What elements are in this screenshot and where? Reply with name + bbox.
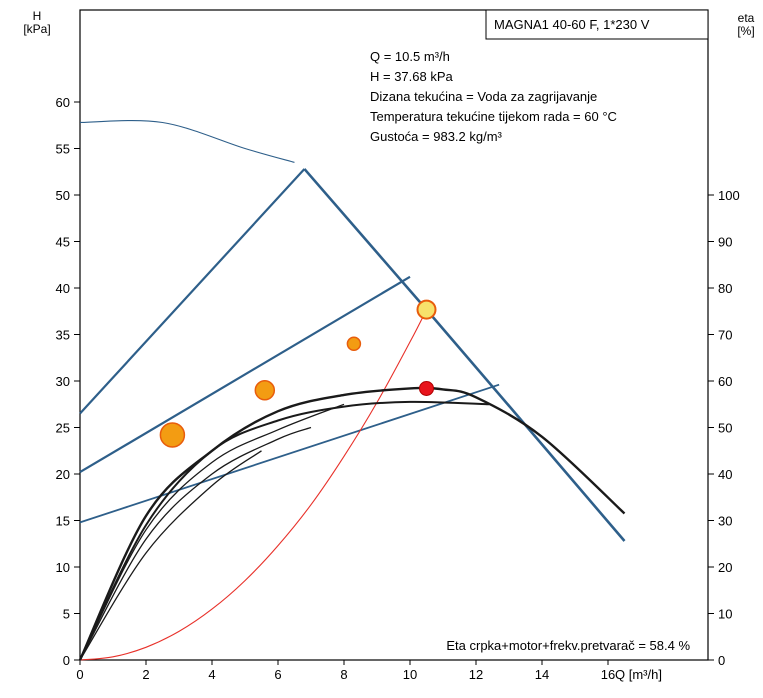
max-curve-line [79,120,295,163]
x-tick-label: 6 [274,667,281,682]
y-right-tick-label: 30 [718,514,732,529]
x-tick-label: 0 [76,667,83,682]
x-tick-label: 2 [142,667,149,682]
info-line: Gustoća = 983.2 kg/m³ [370,129,503,144]
y-right-tick-label: 20 [718,560,732,575]
operating-point-marker [346,336,362,352]
y-right-tick-label: 80 [718,281,732,296]
x-axis-label: Q [m³/h] [615,667,662,682]
y-left-tick-label: 20 [56,467,70,482]
y-left-tick-label: 50 [56,188,70,203]
series-group [78,120,626,661]
efficiency-point-marker [419,380,434,396]
eta-curve-line [79,426,312,661]
x-tick-label: 12 [469,667,483,682]
x-tick-label: 16 [601,667,615,682]
y-left-tick-label: 15 [56,514,70,529]
y-left-tick-label: 0 [63,653,70,668]
y-left-tick-label: 25 [56,421,70,436]
y-right-tick-label: 40 [718,467,732,482]
y-right-tick-label: 70 [718,328,732,343]
y-left-unit-line2: [kPa] [23,22,50,36]
y-left-tick-label: 5 [63,607,70,622]
max-limit-line [303,168,626,542]
y-left-tick-label: 30 [56,374,70,389]
proportional-pressure-max-line [79,168,306,415]
x-tick-label: 4 [208,667,215,682]
y-right-tick-label: 60 [718,374,732,389]
y-left-tick-label: 45 [56,235,70,250]
y-left-tick-label: 10 [56,560,70,575]
y-right-tick-label: 50 [718,421,732,436]
info-line: Dizana tekućina = Voda za zagrijavanje [370,89,597,104]
y-right-tick-label: 90 [718,235,732,250]
y-left-tick-label: 55 [56,142,70,157]
x-tick-label: 10 [403,667,417,682]
y-right-tick-label: 100 [718,188,740,203]
title-box [485,9,709,40]
eta-curve-line [79,400,490,661]
proportional-pressure-mid-line [79,275,411,474]
info-line: Temperatura tekućine tijekom rada = 60 °… [370,109,617,124]
y-left-tick-label: 35 [56,328,70,343]
markers-group [159,299,437,448]
info-line: Q = 10.5 m³/h [370,49,450,64]
x-tick-label: 8 [340,667,347,682]
plot-frame [79,9,709,661]
y-left-tick-label: 60 [56,95,70,110]
proportional-pressure-low-line [79,383,500,524]
y-left-tick-label: 40 [56,281,70,296]
y-right-unit-line2: [%] [737,24,754,38]
duty-point-marker [416,299,437,320]
chart-title: MAGNA1 40-60 F, 1*230 V [494,17,650,32]
info-line: H = 37.68 kPa [370,69,454,84]
axes: 0 2 4 6 8 10 12 14 16 Q [m³/h] 0 5 10 15 20 25 30 35 40 45 5… [56,95,740,682]
info-block: Q = 10.5 m³/h H = 37.68 kPa Dizana tekuć… [370,49,617,144]
eta-curve-line [79,403,345,661]
operating-point-marker [159,422,186,448]
operating-point-marker [254,380,276,401]
system-curve-line [79,309,427,661]
y-right-tick-label: 0 [718,653,725,668]
y-right-unit-line1: eta [738,11,755,25]
eta-curve-line [79,450,262,661]
y-right-tick-label: 10 [718,607,732,622]
x-tick-label: 14 [535,667,549,682]
eta-curve-line [78,386,626,661]
efficiency-note: Eta crpka+motor+frekv.pretvarač = 58.4 % [446,638,690,653]
y-left-unit-line1: H [33,9,42,23]
